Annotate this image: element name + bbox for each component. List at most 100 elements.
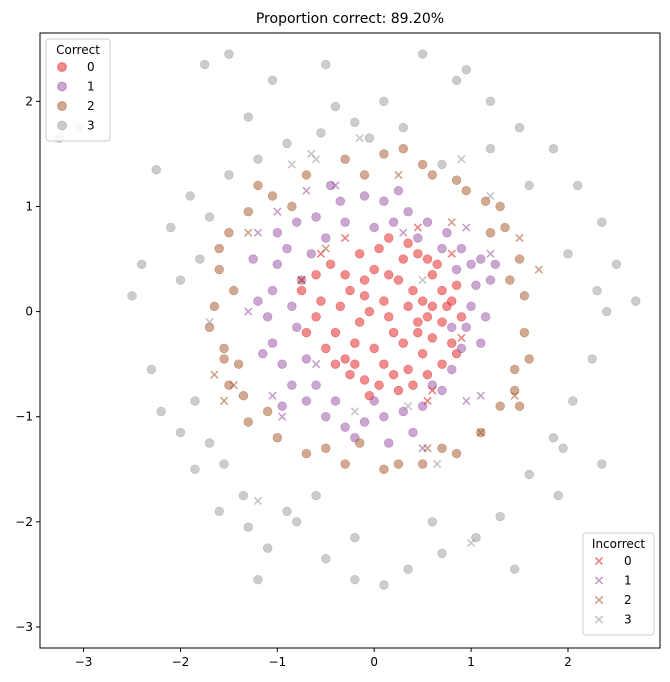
point-correct-class-3 (597, 217, 607, 227)
point-correct-class-0 (437, 359, 447, 369)
y-tick-label: −2 (15, 515, 33, 529)
point-correct-class-3 (398, 122, 408, 133)
point-correct-class-2 (214, 243, 224, 254)
point-correct-class-1 (413, 233, 423, 243)
point-correct-class-0 (447, 338, 457, 348)
point-correct-class-3 (558, 443, 568, 453)
point-correct-class-0 (369, 264, 379, 275)
legend-title: Correct (56, 43, 100, 57)
point-incorrect-class-1 (462, 396, 471, 406)
point-correct-class-2 (485, 228, 496, 238)
point-correct-class-1 (311, 212, 321, 222)
point-correct-class-3 (175, 427, 186, 438)
legend-label: 0 (87, 60, 95, 74)
point-correct-class-1 (287, 301, 297, 312)
point-correct-class-3 (238, 490, 249, 501)
point-correct-class-2 (340, 459, 350, 469)
point-correct-class-0 (369, 343, 379, 354)
point-correct-class-1 (379, 196, 389, 206)
point-correct-class-2 (495, 201, 505, 212)
point-correct-class-2 (461, 185, 471, 196)
point-correct-class-0 (354, 317, 365, 327)
point-correct-class-1 (476, 254, 486, 264)
point-correct-class-3 (514, 122, 525, 133)
point-correct-class-3 (350, 117, 360, 128)
point-correct-class-2 (301, 448, 312, 459)
point-correct-class-0 (447, 296, 457, 306)
legend-marker-circle (57, 120, 67, 131)
point-correct-class-1 (369, 222, 379, 233)
point-correct-class-3 (587, 354, 597, 364)
point-correct-class-0 (413, 317, 423, 327)
point-incorrect-class-2 (515, 233, 524, 243)
point-correct-class-2 (519, 291, 530, 301)
point-correct-class-0 (340, 354, 350, 364)
point-correct-class-3 (321, 553, 331, 564)
point-correct-class-3 (282, 138, 292, 149)
point-correct-class-3 (127, 291, 137, 301)
point-correct-class-0 (408, 285, 418, 296)
point-correct-class-3 (292, 517, 302, 527)
point-incorrect-class-1 (462, 223, 471, 232)
point-correct-class-3 (485, 96, 496, 107)
point-correct-class-0 (432, 259, 442, 269)
point-incorrect-class-2 (476, 428, 485, 437)
point-correct-class-2 (214, 264, 224, 275)
point-correct-class-1 (340, 217, 350, 227)
point-correct-class-2 (301, 170, 312, 180)
point-correct-class-0 (417, 348, 428, 359)
point-correct-class-3 (548, 143, 559, 154)
point-incorrect-class-2 (244, 228, 253, 237)
point-correct-class-1 (403, 207, 413, 217)
point-correct-class-3 (417, 49, 428, 59)
point-correct-class-1 (267, 285, 278, 296)
point-correct-class-3 (195, 254, 205, 264)
point-correct-class-2 (219, 343, 229, 354)
point-correct-class-3 (311, 490, 321, 501)
point-correct-class-0 (359, 291, 370, 301)
point-incorrect-class-1 (399, 228, 408, 237)
point-incorrect-class-2 (219, 396, 229, 406)
point-incorrect-class-3 (486, 191, 495, 201)
point-correct-class-3 (224, 49, 234, 59)
point-correct-class-0 (413, 327, 423, 338)
point-correct-class-2 (224, 228, 234, 238)
point-correct-class-2 (398, 143, 408, 154)
point-correct-class-2 (262, 406, 273, 417)
y-tick-label: 2 (25, 94, 33, 108)
point-correct-class-2 (224, 380, 234, 390)
point-correct-class-3 (151, 164, 161, 175)
point-incorrect-class-3 (466, 538, 476, 548)
chart-title: Proportion correct: 89.20% (256, 11, 444, 27)
point-correct-class-0 (403, 301, 413, 312)
point-correct-class-0 (301, 327, 312, 338)
point-correct-class-1 (422, 217, 433, 227)
point-correct-class-0 (330, 359, 341, 369)
point-correct-class-2 (267, 191, 278, 201)
point-correct-class-0 (422, 369, 433, 380)
point-incorrect-class-3 (433, 459, 442, 469)
point-correct-class-1 (442, 228, 452, 238)
point-correct-class-0 (388, 369, 399, 380)
legend-label: 3 (624, 613, 632, 627)
point-incorrect-class-0 (423, 396, 432, 406)
point-correct-class-2 (287, 201, 297, 212)
point-incorrect-class-2 (321, 244, 330, 253)
legend-marker-circle (57, 101, 67, 111)
point-incorrect-class-3 (287, 160, 297, 169)
x-tick-label: −3 (75, 655, 93, 669)
x-tick-label: 2 (564, 655, 572, 669)
point-correct-class-3 (631, 296, 641, 306)
point-correct-class-1 (379, 412, 389, 422)
point-correct-class-3 (485, 143, 496, 154)
point-correct-class-1 (335, 196, 346, 206)
point-incorrect-class-0 (413, 223, 422, 232)
point-incorrect-class-0 (340, 233, 350, 243)
legend-label: 2 (624, 593, 632, 607)
point-incorrect-class-3 (355, 133, 364, 143)
point-correct-class-3 (461, 65, 471, 75)
point-incorrect-class-1 (244, 307, 253, 316)
point-correct-class-1 (466, 301, 476, 312)
point-incorrect-class-0 (457, 333, 466, 343)
point-correct-class-1 (456, 243, 467, 254)
